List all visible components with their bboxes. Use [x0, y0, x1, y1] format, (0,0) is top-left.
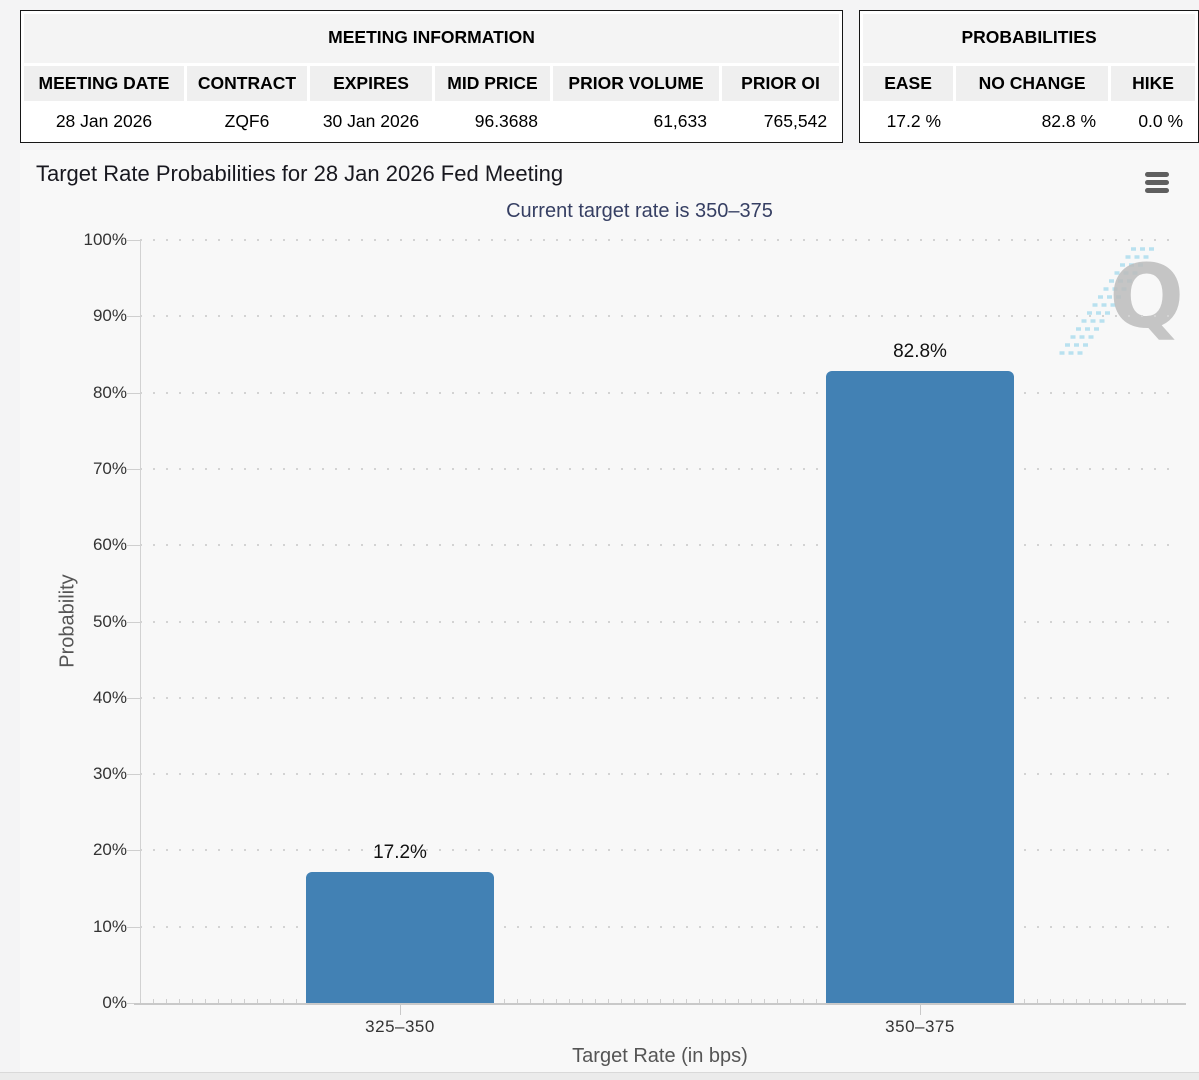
prior-oi-value: 765,542 — [722, 104, 840, 139]
y-axis-line — [140, 240, 141, 1003]
watermark-q-letter: Q — [1109, 245, 1184, 348]
y-axis-tick-label: 40% — [92, 687, 127, 707]
gridline — [140, 849, 1180, 852]
col-header-mid-price: MID PRICE — [435, 66, 550, 101]
y-axis-tick-label: 10% — [92, 916, 127, 936]
y-axis-tick — [127, 697, 140, 699]
gridline — [140, 620, 1180, 623]
y-axis-tick — [127, 1003, 140, 1004]
col-header-ease: EASE — [863, 66, 954, 101]
x-axis-tick — [400, 1005, 401, 1015]
chart-bar[interactable] — [306, 871, 494, 1003]
y-axis-tick-label: 20% — [92, 840, 127, 860]
meeting-information-table: MEETING INFORMATION MEETING DATE CONTRAC… — [20, 10, 844, 143]
bottom-page-edge — [0, 1072, 1199, 1080]
col-header-meeting-date: MEETING DATE — [24, 66, 184, 101]
chart-bar[interactable] — [826, 371, 1014, 1003]
y-axis-tick-label: 60% — [92, 535, 127, 555]
x-axis-minor-ticks — [140, 999, 1180, 1003]
gridline — [140, 925, 1180, 928]
y-axis-tick-label: 80% — [92, 382, 127, 402]
prior-volume-value: 61,633 — [553, 104, 719, 139]
ease-value: 17.2 % — [863, 104, 954, 139]
gridline — [140, 544, 1180, 547]
gridline — [140, 315, 1180, 318]
hamburger-menu-icon — [1145, 179, 1169, 185]
y-axis-tick-label: 0% — [102, 993, 127, 1012]
y-axis-tick-label: 30% — [92, 764, 127, 784]
y-axis-tick — [127, 240, 140, 241]
bar-value-label: 17.2% — [373, 841, 427, 863]
chart-subtitle: Current target rate is 350–375 — [506, 200, 773, 222]
x-axis-line — [134, 1003, 1186, 1005]
y-axis-tick — [127, 926, 140, 928]
gridline — [140, 239, 1180, 241]
y-axis-tick — [127, 774, 140, 776]
y-axis-tick — [127, 316, 140, 318]
gridline — [140, 696, 1180, 699]
probabilities-title: PROBABILITIES — [863, 14, 1196, 63]
y-axis-tick — [127, 621, 140, 623]
hike-value: 0.0 % — [1111, 104, 1196, 139]
mid-price-value: 96.3688 — [435, 104, 550, 139]
expires-value: 30 Jan 2026 — [310, 104, 432, 139]
no-change-value: 82.8 % — [956, 104, 1109, 139]
col-header-contract: CONTRACT — [187, 66, 307, 101]
contract-value: ZQF6 — [187, 104, 307, 139]
y-axis-tick-label: 70% — [92, 458, 127, 478]
chart-panel: Target Rate Probabilities for 28 Jan 202… — [20, 150, 1199, 1072]
meeting-information-title: MEETING INFORMATION — [24, 14, 840, 63]
col-header-no-change: NO CHANGE — [956, 66, 1109, 101]
col-header-hike: HIKE — [1111, 66, 1196, 101]
meeting-date-value: 28 Jan 2026 — [24, 104, 184, 139]
top-tables-row: MEETING INFORMATION MEETING DATE CONTRAC… — [20, 10, 1199, 143]
y-axis-tick-label: 50% — [92, 611, 127, 631]
watermark-swoosh-icon — [1059, 247, 1155, 355]
x-axis-category-label: 325–350 — [365, 1017, 435, 1036]
table-row: 28 Jan 2026 ZQF6 30 Jan 2026 96.3688 61,… — [24, 104, 840, 139]
hamburger-menu-icon — [1145, 171, 1169, 177]
y-axis-tick — [127, 392, 140, 394]
x-axis-tick — [920, 1005, 921, 1015]
gridline — [140, 391, 1180, 394]
col-header-prior-oi: PRIOR OI — [722, 66, 840, 101]
y-axis-tick — [127, 545, 140, 547]
y-axis-tick-label: 100% — [83, 230, 127, 249]
gridline — [140, 773, 1180, 776]
table-row: 17.2 % 82.8 % 0.0 % — [863, 104, 1196, 139]
y-axis-tick — [127, 850, 140, 852]
col-header-expires: EXPIRES — [310, 66, 432, 101]
gridline — [140, 467, 1180, 470]
y-axis-tick — [127, 468, 140, 470]
col-header-prior-volume: PRIOR VOLUME — [553, 66, 719, 101]
x-axis-category-label: 350–375 — [885, 1017, 955, 1036]
quikstrike-watermark: Q — [1055, 245, 1190, 370]
chart-title: Target Rate Probabilities for 28 Jan 202… — [36, 161, 564, 186]
bar-value-label: 82.8% — [893, 341, 947, 363]
y-axis-tick-label: 90% — [92, 306, 127, 326]
probabilities-table: PROBABILITIES EASE NO CHANGE HIKE 17.2 %… — [859, 10, 1199, 143]
x-axis-title: Target Rate (in bps) — [572, 1045, 748, 1067]
chart-context-menu-button[interactable] — [1142, 169, 1172, 195]
hamburger-menu-icon — [1145, 187, 1169, 193]
